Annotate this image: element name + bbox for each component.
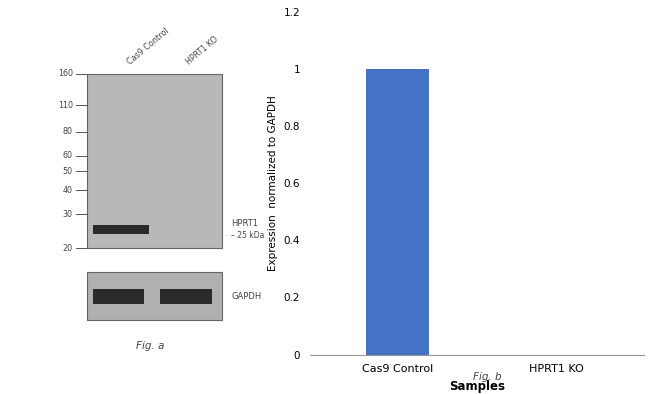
Text: Fig. b: Fig. b <box>473 372 502 382</box>
Text: Cas9 Control: Cas9 Control <box>125 26 170 67</box>
Text: 60: 60 <box>63 151 73 160</box>
Bar <box>365 69 429 355</box>
Bar <box>87 74 222 248</box>
Text: 40: 40 <box>63 186 73 195</box>
Text: HPRT1: HPRT1 <box>231 219 258 228</box>
Bar <box>87 272 222 320</box>
Text: 80: 80 <box>63 127 73 136</box>
Text: 30: 30 <box>63 210 73 219</box>
Text: Fig. a: Fig. a <box>136 341 164 351</box>
Text: HPRT1 KO: HPRT1 KO <box>185 35 220 67</box>
Text: GAPDH: GAPDH <box>231 292 261 301</box>
Text: 50: 50 <box>62 167 73 176</box>
Bar <box>161 289 212 303</box>
X-axis label: Samples: Samples <box>448 380 505 393</box>
Text: 110: 110 <box>58 100 73 110</box>
Text: 20: 20 <box>62 244 73 253</box>
Text: 160: 160 <box>58 69 73 78</box>
Y-axis label: Expression  normalized to GAPDH: Expression normalized to GAPDH <box>268 95 278 271</box>
Bar <box>92 225 150 234</box>
Bar <box>92 289 144 303</box>
Text: – 25 kDa: – 25 kDa <box>231 231 265 240</box>
